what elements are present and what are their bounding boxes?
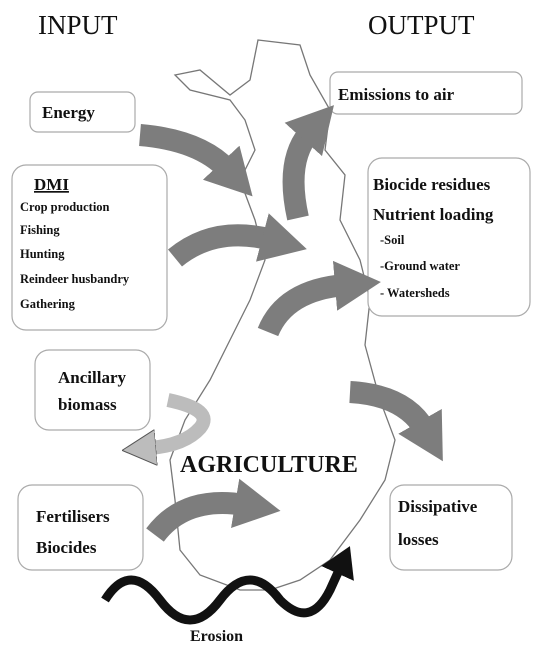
fertilisers-box [17, 484, 144, 571]
dmi-box [11, 164, 168, 331]
erosion-label: Erosion [190, 628, 243, 645]
dmi-item: Reindeer husbandry [20, 272, 130, 286]
arrow [349, 381, 443, 462]
residues-box [367, 157, 531, 317]
arrow [168, 213, 307, 267]
dissipative-label: losses [398, 530, 439, 549]
erosion-arrow [101, 546, 354, 625]
residues-label: Nutrient loading [373, 205, 494, 224]
arrow [138, 124, 253, 197]
residues-label: Biocide residues [373, 175, 491, 194]
ancillary-arrow [150, 393, 211, 448]
country-outline [169, 39, 396, 591]
input-header: INPUT [38, 10, 118, 40]
fertilisers-label: Biocides [36, 538, 97, 557]
arrow [282, 105, 334, 221]
center-label: AGRICULTURE [180, 452, 358, 478]
residues-item: -Soil [380, 233, 405, 247]
dmi-item: Gathering [20, 297, 76, 311]
dissipative-label: Dissipative [398, 497, 478, 516]
emissions-label: Emissions to air [338, 85, 455, 104]
dissipative-box [389, 484, 513, 571]
output-header: OUTPUT [368, 10, 475, 40]
energy-label: Energy [42, 103, 95, 122]
ancillary-label: biomass [58, 395, 117, 414]
dmi-item: Fishing [20, 223, 60, 237]
ancillary-box [34, 349, 151, 431]
dmi-item: Hunting [20, 247, 65, 261]
residues-item: - Watersheds [380, 286, 450, 300]
arrow [257, 260, 381, 337]
fertilisers-label: Fertilisers [36, 507, 110, 526]
energy-box [29, 91, 136, 133]
arrow [146, 478, 281, 542]
emissions-box [329, 71, 523, 115]
ancillary-label: Ancillary [58, 368, 126, 387]
residues-item: -Ground water [380, 259, 460, 273]
dmi-item: Crop production [20, 200, 110, 214]
dmi-title: DMI [34, 175, 69, 194]
